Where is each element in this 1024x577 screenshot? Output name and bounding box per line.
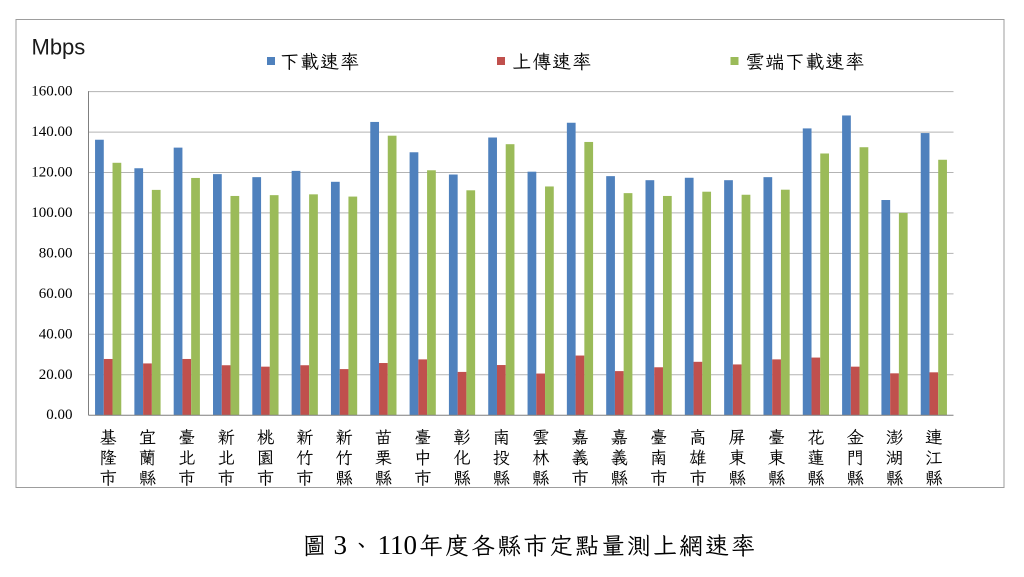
svg-text:100.00: 100.00 [31, 205, 72, 221]
svg-text:80.00: 80.00 [39, 245, 73, 261]
svg-text:60.00: 60.00 [39, 286, 73, 302]
svg-text:160.00: 160.00 [31, 84, 72, 100]
svg-text:0.00: 0.00 [46, 407, 72, 423]
svg-text:Mbps: Mbps [32, 34, 86, 59]
svg-text:20.00: 20.00 [39, 367, 73, 383]
svg-text:3: 3 [334, 530, 348, 560]
svg-text:140.00: 140.00 [31, 124, 72, 140]
svg-text:40.00: 40.00 [39, 326, 73, 342]
svg-text:110: 110 [378, 530, 418, 560]
svg-text:120.00: 120.00 [31, 165, 72, 181]
